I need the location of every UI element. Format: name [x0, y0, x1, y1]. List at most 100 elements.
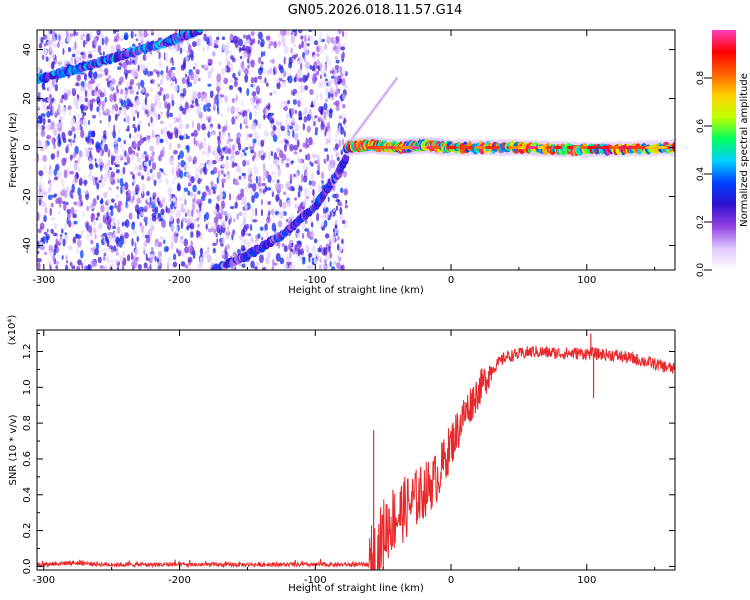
spectrogram-cell: [232, 72, 236, 79]
spectrogram-cell: [40, 36, 44, 44]
spectrogram-cell: [545, 145, 553, 150]
spectrogram-cell: [223, 95, 229, 102]
spectrogram-cell: [110, 154, 114, 163]
spectrogram-cell: [320, 108, 324, 116]
spectrogram-cell: [163, 93, 166, 102]
spectrogram-cell: [203, 250, 209, 258]
spectrogram-cell: [124, 218, 130, 228]
spectrogram-cell: [246, 159, 250, 167]
spectrogram-cell: [177, 161, 181, 168]
spectrogram-cell: [227, 212, 232, 220]
spectrogram-cell: [144, 96, 148, 106]
spectrogram-cell: [63, 222, 68, 231]
spectrogram-cell: [217, 170, 221, 179]
spectrogram-cell: [113, 145, 119, 154]
spectrogram-cell: [305, 166, 309, 171]
spectrogram-cell: [42, 154, 48, 162]
spectrogram-cell: [87, 83, 91, 90]
spectrogram-cell: [213, 166, 218, 174]
spectrogram-cell: [367, 114, 371, 118]
spectrogram-cell: [86, 232, 91, 242]
spectrogram-cell: [216, 36, 220, 41]
spectrogram-cell: [76, 199, 81, 208]
spectrogram-cell: [125, 199, 128, 209]
bottom-x-axis-label: Height of straight line (km): [288, 583, 424, 594]
spectrogram-cell: [257, 75, 263, 80]
spectrogram-cell: [307, 188, 310, 197]
spectrogram-cell: [39, 181, 43, 190]
spectrogram-cell: [216, 97, 219, 107]
spectrogram-cell: [114, 164, 120, 168]
spectrogram-cell: [92, 220, 96, 226]
spectrogram-cell: [334, 91, 338, 98]
spectrogram-cell: [90, 213, 96, 221]
spectrogram-cell: [170, 45, 176, 52]
spectrogram-cell: [66, 89, 72, 97]
spectrogram-cell: [186, 171, 190, 177]
spectrogram-cell: [113, 162, 117, 166]
spectrogram-cell: [297, 190, 301, 199]
spectrogram-cell: [280, 64, 284, 71]
spectrogram-cell: [118, 80, 122, 86]
spectrogram-cell: [271, 222, 277, 232]
spectrogram-cell: [326, 153, 330, 162]
spectrogram-cell: [336, 80, 342, 85]
spectrogram-cell: [235, 106, 240, 112]
spectrogram-cell: [82, 86, 86, 92]
spectrogram-cell: [121, 264, 125, 270]
spectrogram-cell: [324, 131, 327, 137]
spectrogram-cell: [65, 146, 69, 154]
spectrogram-cell: [354, 132, 358, 136]
spectrogram-cell: [103, 130, 107, 136]
spectrogram-cell: [336, 243, 340, 251]
spectrogram-cell: [154, 206, 159, 215]
spectrogram-cell: [80, 85, 83, 93]
spectrogram-cell: [193, 91, 198, 96]
top-y-tick-label: -20: [22, 188, 33, 204]
spectrogram-cell: [272, 58, 275, 65]
spectrogram-cell: [225, 51, 229, 56]
spectrogram-cell: [289, 173, 293, 182]
spectrogram-cell: [194, 97, 199, 106]
spectrogram-cell: [224, 65, 227, 73]
top-x-tick-label: -200: [168, 275, 191, 286]
spectrogram-cell: [270, 151, 273, 157]
spectrogram-cell: [231, 161, 235, 169]
spectrogram-cell: [120, 99, 124, 108]
spectrogram-cell: [37, 250, 40, 255]
spectrogram-cell: [163, 245, 169, 253]
spectrogram-cell: [308, 35, 311, 39]
spectrogram-cell: [236, 213, 239, 221]
spectrogram-cell: [66, 260, 69, 264]
spectrogram-cell: [196, 209, 199, 216]
spectrogram-cell: [311, 245, 317, 254]
spectrogram-cell: [388, 86, 392, 90]
spectrogram-cell: [296, 240, 302, 245]
spectrogram-cell: [117, 126, 120, 135]
spectrogram-cell: [305, 61, 310, 70]
spectrogram-cell: [187, 43, 192, 53]
spectrogram-cell: [115, 194, 120, 200]
spectrogram-cell: [210, 180, 214, 188]
spectrogram-cell: [242, 211, 247, 218]
spectrogram-cell: [329, 261, 332, 268]
spectrogram-cell: [84, 135, 90, 143]
spectrogram-cell: [262, 188, 266, 194]
spectrogram-cell: [166, 131, 171, 138]
colorbar-ticks: 0.0 0.2 0.4 0.6 0.8: [696, 71, 712, 277]
colorbar: 0.0 0.2 0.4 0.6 0.8 Normalized spectral ampl…: [696, 30, 750, 277]
spectrogram-cell: [300, 35, 304, 40]
colorbar-label: Normalized spectral amplitude: [739, 73, 750, 227]
spectrogram-cell: [220, 200, 226, 209]
spectrogram-cell: [317, 163, 321, 172]
spectrogram-cell: [330, 153, 334, 161]
spectrogram-cell: [116, 218, 121, 227]
spectrogram-cell: [94, 161, 98, 168]
spectrogram-cell: [170, 233, 175, 243]
spectrogram-cell: [67, 46, 72, 53]
spectrogram-cell: [53, 128, 58, 136]
spectrogram-cell: [281, 37, 284, 46]
spectrogram-cell: [51, 97, 55, 102]
spectrogram-cell: [77, 187, 82, 196]
spectrogram-cell: [46, 228, 49, 233]
